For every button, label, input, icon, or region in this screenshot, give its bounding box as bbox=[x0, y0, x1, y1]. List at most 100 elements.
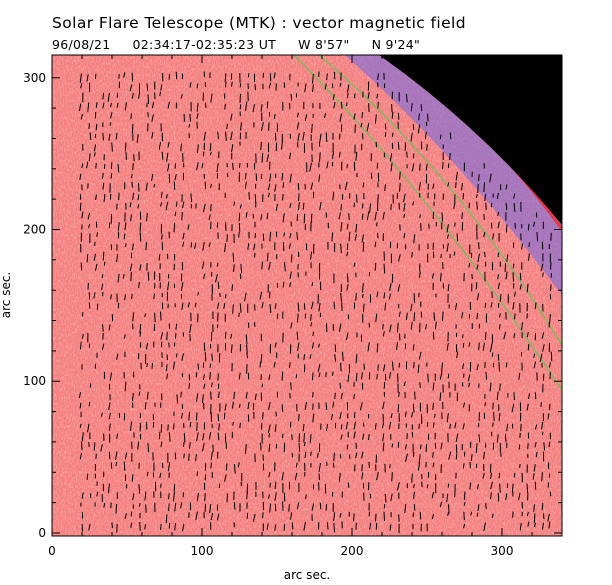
field-vector bbox=[496, 391, 499, 401]
field-vector bbox=[455, 454, 458, 460]
field-vector bbox=[145, 342, 149, 350]
field-vector bbox=[160, 191, 163, 198]
field-vector bbox=[461, 212, 463, 220]
field-vector bbox=[539, 353, 543, 362]
field-vector bbox=[503, 331, 507, 340]
field-vector bbox=[498, 472, 501, 479]
field-vector bbox=[182, 523, 185, 532]
field-vector bbox=[340, 292, 342, 303]
field-vector bbox=[353, 421, 357, 430]
field-vector bbox=[403, 381, 406, 387]
field-vector bbox=[399, 171, 401, 180]
field-vector bbox=[268, 261, 271, 271]
field-vector bbox=[239, 104, 242, 110]
field-vector bbox=[383, 263, 386, 274]
x-tick-label: 300 bbox=[491, 544, 514, 558]
field-vector bbox=[489, 343, 493, 353]
field-vector bbox=[477, 484, 479, 490]
field-vector bbox=[309, 434, 312, 443]
field-vector bbox=[224, 331, 227, 339]
field-vector bbox=[534, 302, 537, 310]
field-vector bbox=[462, 334, 464, 339]
field-vector bbox=[161, 234, 163, 240]
field-vector bbox=[456, 233, 459, 242]
field-vector bbox=[195, 393, 199, 402]
field-vector bbox=[209, 221, 212, 230]
field-vector bbox=[294, 472, 298, 481]
field-vector bbox=[447, 283, 450, 292]
field-vector bbox=[146, 391, 149, 400]
field-vector bbox=[397, 322, 399, 333]
field-vector bbox=[326, 161, 329, 169]
field-vector bbox=[547, 513, 550, 522]
field-vector bbox=[145, 182, 148, 191]
field-vector bbox=[291, 522, 294, 530]
field-vector bbox=[175, 323, 178, 330]
field-vector bbox=[511, 403, 515, 413]
field-vector bbox=[224, 73, 227, 82]
field-vector bbox=[528, 253, 530, 261]
field-vector bbox=[533, 361, 537, 369]
field-vector bbox=[341, 351, 344, 362]
field-vector bbox=[129, 84, 133, 92]
field-vector bbox=[124, 452, 128, 460]
field-vector bbox=[262, 512, 264, 519]
field-vector bbox=[208, 242, 211, 248]
field-vector bbox=[274, 481, 277, 490]
field-vector bbox=[167, 101, 170, 109]
field-vector bbox=[290, 382, 292, 390]
field-vector bbox=[346, 164, 349, 169]
field-vector bbox=[209, 143, 212, 151]
observation-time: 02:34:17-02:35:23 UT bbox=[132, 37, 277, 52]
field-vector bbox=[269, 73, 272, 82]
field-vector bbox=[107, 93, 110, 102]
field-vector bbox=[446, 493, 449, 503]
field-vector bbox=[296, 331, 299, 340]
field-vector bbox=[468, 382, 470, 388]
field-vector bbox=[418, 351, 422, 360]
field-vector bbox=[139, 324, 142, 334]
field-vector bbox=[273, 72, 276, 79]
field-vector bbox=[167, 141, 170, 148]
field-vector bbox=[344, 181, 348, 191]
field-vector bbox=[245, 334, 248, 345]
field-vector bbox=[425, 163, 428, 171]
field-vector bbox=[274, 424, 277, 432]
field-vector bbox=[366, 123, 370, 132]
field-vector bbox=[325, 132, 328, 143]
field-vector bbox=[534, 392, 537, 400]
field-vector bbox=[453, 203, 456, 209]
field-vector bbox=[310, 322, 313, 327]
field-vector bbox=[339, 512, 342, 518]
field-vector bbox=[160, 84, 163, 91]
field-vector bbox=[196, 144, 199, 153]
field-vector bbox=[129, 421, 133, 431]
field-vector bbox=[534, 441, 537, 448]
field-vector bbox=[196, 162, 199, 171]
field-vector bbox=[440, 442, 443, 450]
field-vector bbox=[491, 233, 495, 240]
field-vector bbox=[132, 192, 135, 200]
field-vector bbox=[233, 264, 235, 272]
field-vector bbox=[345, 421, 349, 430]
field-vector bbox=[405, 312, 408, 321]
field-vector bbox=[103, 502, 106, 508]
field-vector bbox=[496, 434, 499, 443]
field-vector bbox=[424, 131, 427, 140]
field-vector bbox=[289, 173, 292, 183]
field-vector bbox=[274, 524, 277, 531]
field-vector bbox=[296, 502, 300, 510]
field-vector bbox=[116, 102, 119, 108]
field-vector bbox=[151, 363, 154, 369]
field-vector bbox=[506, 254, 509, 262]
field-vector bbox=[124, 222, 127, 231]
field-vector bbox=[461, 182, 463, 191]
field-vector bbox=[95, 123, 98, 131]
field-vector bbox=[333, 452, 335, 461]
field-vector bbox=[137, 441, 140, 450]
field-vector bbox=[117, 222, 120, 231]
field-vector bbox=[88, 523, 91, 531]
field-vector bbox=[526, 331, 529, 338]
y-tick-label: 100 bbox=[23, 374, 46, 388]
field-vector bbox=[476, 312, 479, 320]
